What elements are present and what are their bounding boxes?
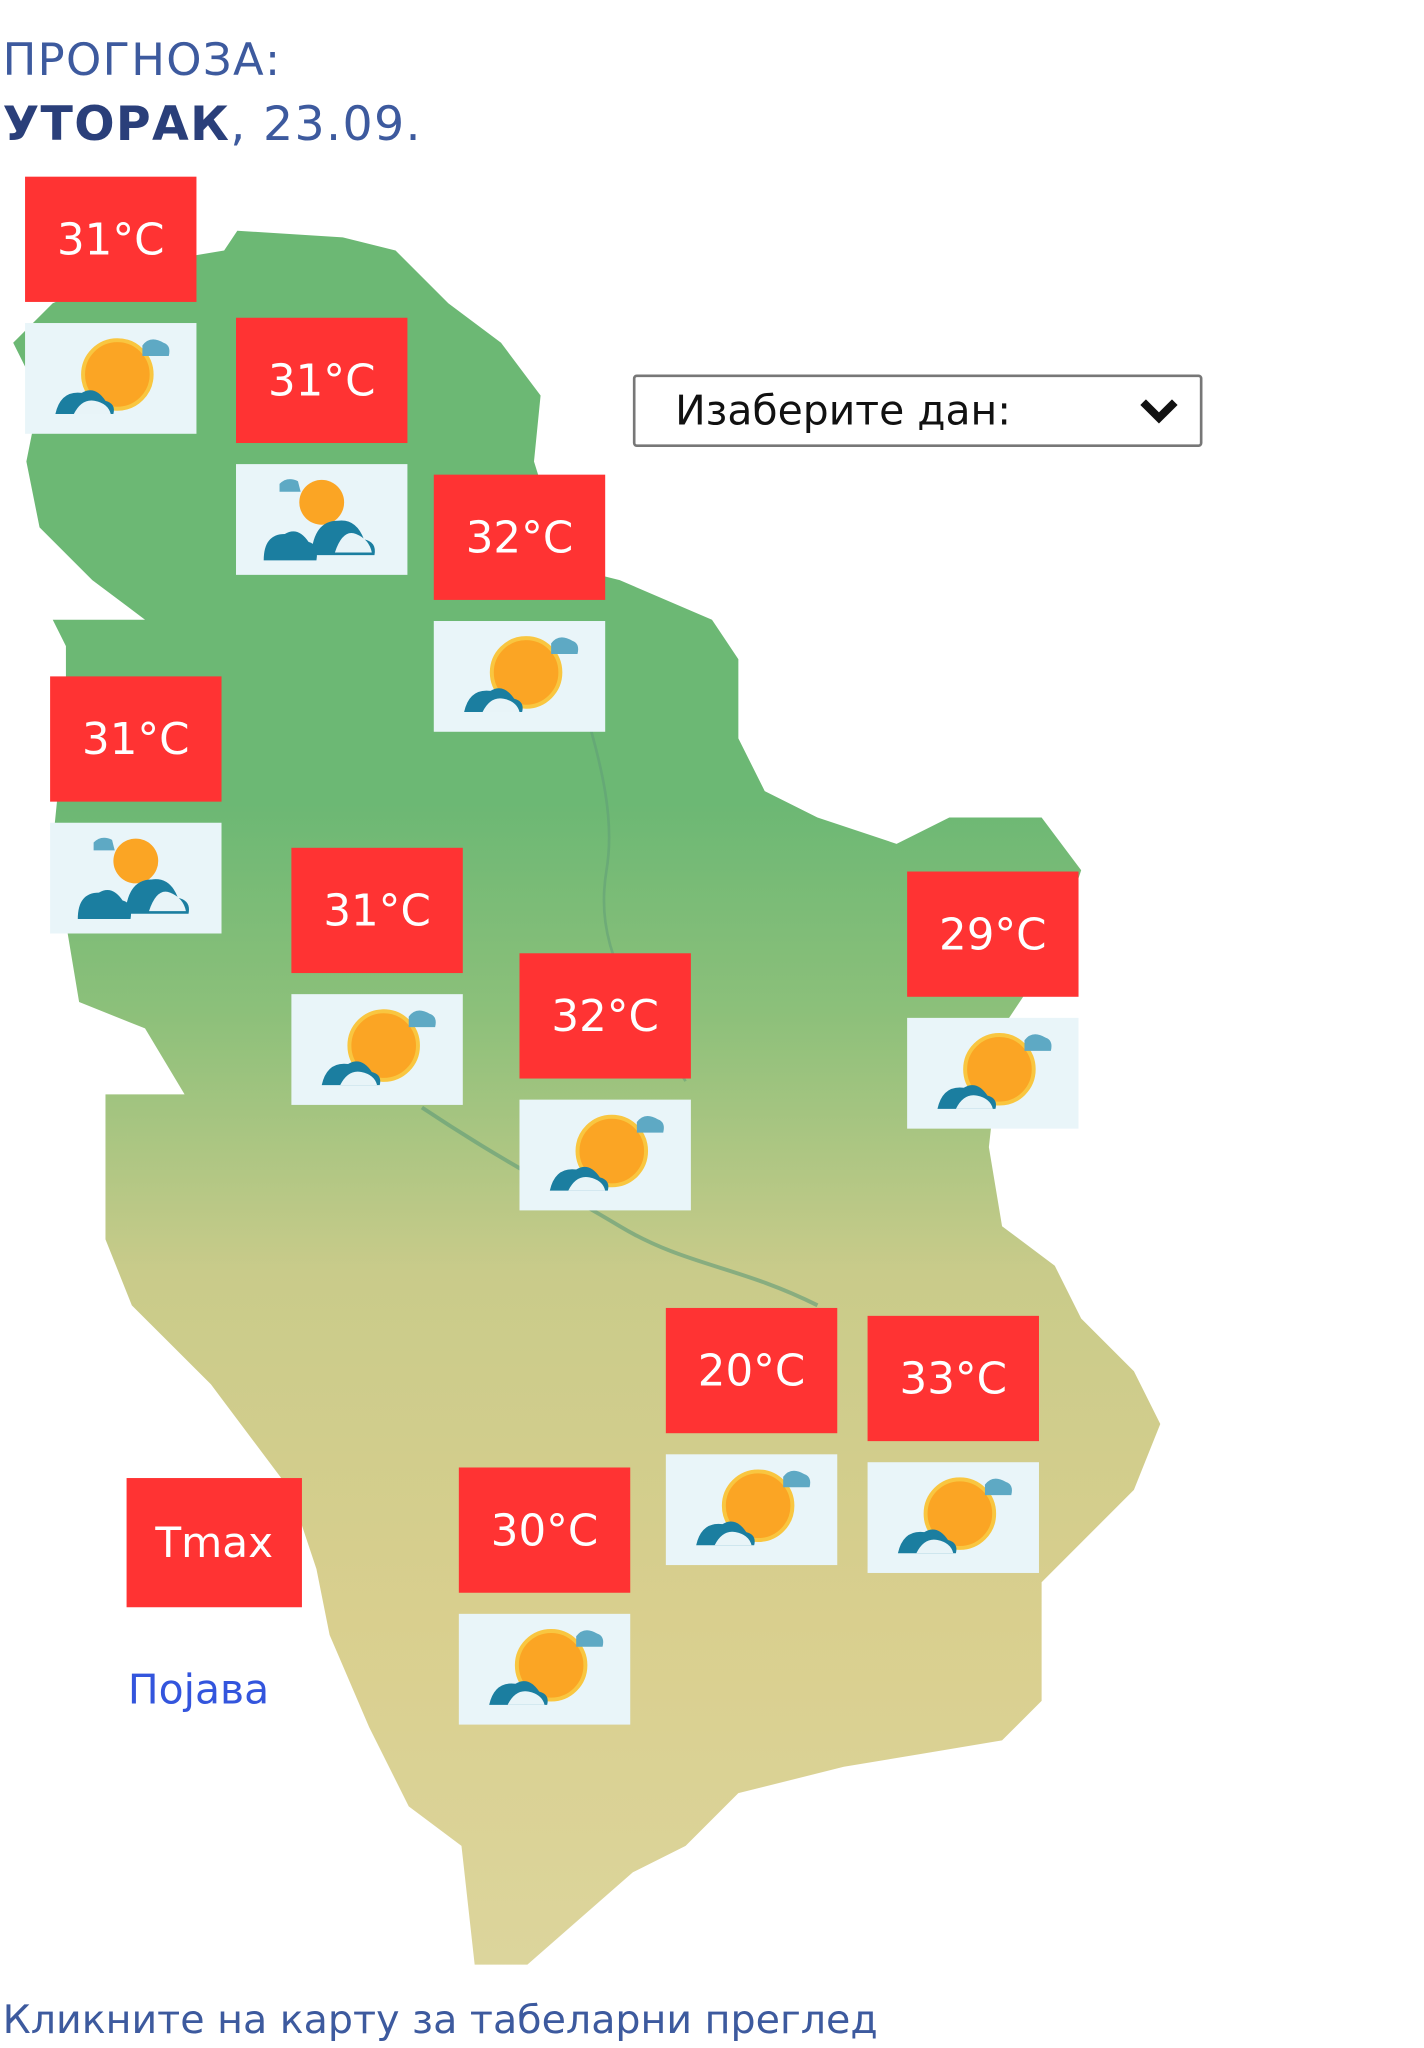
station-temp[interactable]: 32°C — [433, 474, 606, 600]
station-temp[interactable]: 31°C — [236, 317, 408, 444]
sun-behind-cloud-icon[interactable] — [25, 323, 197, 434]
chevron-down-icon — [1140, 399, 1178, 424]
station-temp[interactable]: 31°C — [291, 847, 463, 974]
legend-pojava-link[interactable]: Појава — [127, 1666, 270, 1715]
sun-behind-cloud-icon[interactable] — [867, 1462, 1039, 1573]
date: , 23.09. — [230, 97, 422, 152]
station-temp[interactable]: 20°C — [665, 1307, 838, 1434]
station-temp[interactable]: 32°C — [519, 953, 691, 1079]
station-temp[interactable]: 31°C — [50, 676, 222, 802]
day-name: УТОРАК — [2, 97, 231, 152]
sun-behind-cloud-icon[interactable] — [433, 621, 606, 732]
clouds-with-sun-icon[interactable] — [236, 464, 408, 575]
station-temp[interactable]: 30°C — [458, 1467, 631, 1593]
sun-behind-cloud-icon[interactable] — [458, 1613, 631, 1725]
river-line — [420, 1105, 819, 1308]
sun-behind-cloud-icon[interactable] — [291, 994, 463, 1105]
forecast-label: ПРОГНОЗА: — [2, 34, 282, 88]
clouds-with-sun-icon[interactable] — [50, 822, 222, 934]
sun-behind-cloud-icon[interactable] — [907, 1017, 1079, 1129]
station-temp[interactable]: 29°C — [907, 871, 1079, 997]
sun-behind-cloud-icon[interactable] — [519, 1099, 691, 1211]
forecast-date: УТОРАК, 23.09. — [3, 98, 422, 152]
table-view-hint: Кликните на карту за табеларни преглед — [2, 1997, 878, 2044]
day-select-label: Изаберите дан: — [675, 386, 1012, 435]
legend-tmax[interactable]: Tmax — [126, 1478, 302, 1608]
sun-behind-cloud-icon[interactable] — [665, 1454, 838, 1566]
station-temp[interactable]: 33°C — [867, 1315, 1039, 1442]
station-temp[interactable]: 31°C — [25, 176, 197, 302]
day-select[interactable]: Изаберите дан: — [632, 374, 1203, 447]
